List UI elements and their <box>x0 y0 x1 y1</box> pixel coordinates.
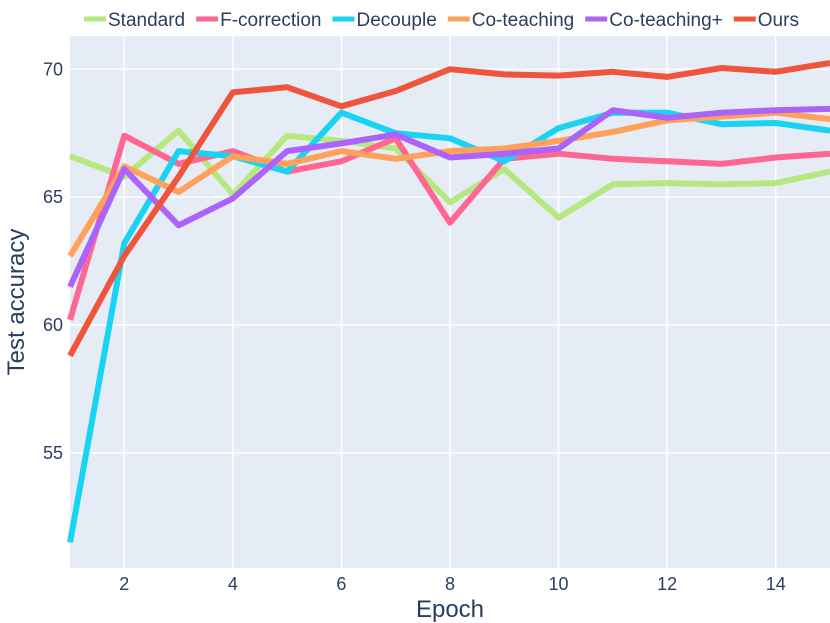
x-axis-title: Epoch <box>416 596 484 623</box>
x-tick-label: 6 <box>336 574 346 594</box>
legend-item-co-teaching-[interactable]: Co-teaching+ <box>585 10 723 31</box>
legend-item-ours[interactable]: Ours <box>733 10 799 31</box>
legend-label: Co-teaching+ <box>609 10 723 31</box>
series-line-f-correction <box>67 132 830 321</box>
legend-label: Decouple <box>356 10 436 31</box>
y-tick-label: 55 <box>43 443 63 463</box>
legend-label: F-correction <box>220 10 321 31</box>
x-tick-label: 2 <box>119 574 129 594</box>
legend-label: Ours <box>758 10 799 31</box>
y-axis-ticks: 55 60 65 70 <box>43 59 63 463</box>
x-tick-label: 10 <box>549 574 569 594</box>
legend: Standard F-correction Decouple Co-teaching C… <box>84 10 799 31</box>
legend-item-decouple[interactable]: Decouple <box>332 10 437 31</box>
x-tick-label: 8 <box>445 574 455 594</box>
y-tick-label: 60 <box>43 315 63 335</box>
legend-label: Standard <box>108 10 185 31</box>
legend-label: Co-teaching <box>472 10 574 31</box>
series-line-co-teaching <box>67 109 830 258</box>
legend-item-f-correction[interactable]: F-correction <box>196 10 321 31</box>
x-tick-label: 12 <box>657 574 677 594</box>
legend-item-standard[interactable]: Standard <box>84 10 185 31</box>
y-tick-label: 65 <box>43 187 63 207</box>
series-line-co-teaching- <box>67 105 830 288</box>
x-axis-ticks: 2 4 6 8 10 12 14 <box>119 574 785 594</box>
x-tick-label: 4 <box>228 574 238 594</box>
y-axis-title: Test accuracy <box>3 229 30 376</box>
y-tick-label: 70 <box>43 59 63 79</box>
series-lines <box>67 59 830 543</box>
x-tick-label: 14 <box>766 574 786 594</box>
series-line-ours <box>67 59 830 358</box>
legend-item-co-teaching[interactable]: Co-teaching <box>447 10 574 31</box>
